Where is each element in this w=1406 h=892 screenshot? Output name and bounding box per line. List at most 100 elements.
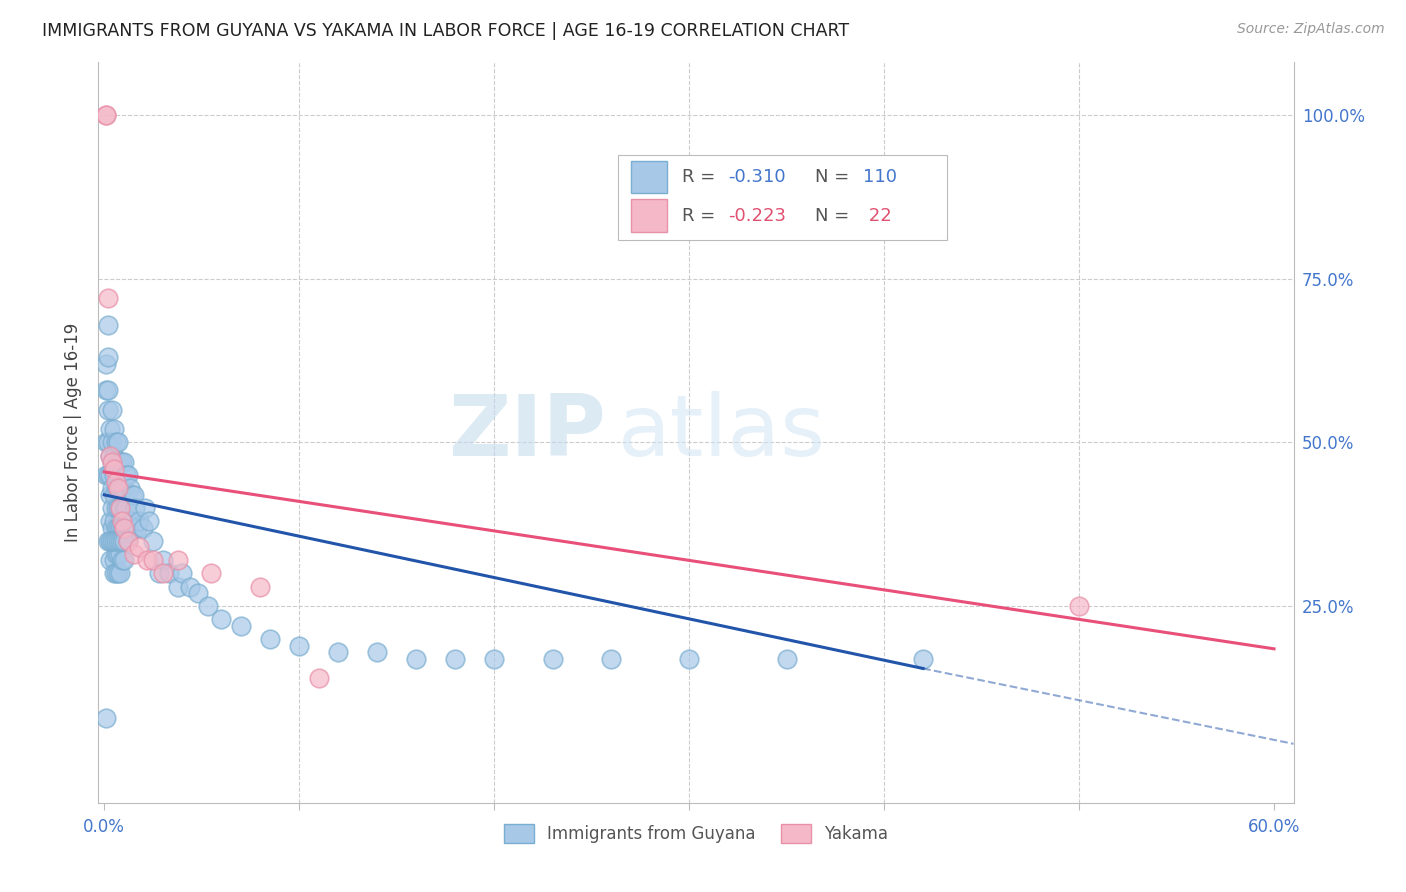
Text: -0.310: -0.310: [728, 169, 786, 186]
Point: [114, 468, 136, 483]
Point: [405, 651, 427, 665]
Point: [101, 500, 124, 515]
Point: [101, 521, 124, 535]
Point: [107, 547, 129, 561]
Point: [108, 500, 131, 515]
Point: [96, 383, 118, 397]
Text: 110: 110: [863, 169, 897, 186]
Point: [117, 533, 139, 548]
Point: [229, 619, 252, 633]
Point: [142, 553, 165, 567]
Point: [678, 651, 700, 665]
Point: [108, 566, 131, 581]
Point: [112, 521, 135, 535]
Point: [167, 553, 190, 567]
Point: [104, 475, 127, 489]
Point: [118, 481, 141, 495]
Text: N =: N =: [815, 207, 855, 225]
Point: [101, 455, 124, 469]
Point: [104, 521, 127, 535]
Point: [111, 553, 134, 567]
Point: [107, 521, 129, 535]
FancyBboxPatch shape: [619, 155, 948, 240]
Point: [249, 580, 271, 594]
Point: [104, 566, 127, 581]
Point: [112, 500, 135, 515]
Point: [104, 435, 127, 450]
Point: [107, 533, 129, 548]
Point: [101, 435, 124, 450]
Point: [482, 651, 505, 665]
Point: [167, 580, 190, 594]
Text: Source: ZipAtlas.com: Source: ZipAtlas.com: [1237, 22, 1385, 37]
Text: R =: R =: [682, 169, 721, 186]
Point: [122, 521, 145, 535]
Point: [96, 435, 118, 450]
Point: [103, 422, 125, 436]
Point: [200, 566, 222, 581]
Point: [288, 639, 311, 653]
Point: [108, 547, 131, 561]
Point: [134, 500, 156, 515]
Point: [98, 449, 121, 463]
Point: [112, 553, 135, 567]
Point: [97, 402, 120, 417]
FancyBboxPatch shape: [631, 200, 668, 232]
Point: [142, 533, 165, 548]
Point: [111, 455, 134, 469]
Text: 22: 22: [863, 207, 891, 225]
Point: [118, 514, 141, 528]
Point: [104, 455, 127, 469]
Point: [209, 612, 232, 626]
Point: [152, 553, 174, 567]
Point: [197, 599, 219, 614]
Point: [112, 455, 135, 469]
Point: [97, 533, 120, 548]
Point: [152, 566, 174, 581]
Point: [96, 468, 118, 483]
Point: [111, 533, 134, 548]
Point: [98, 553, 121, 567]
Point: [328, 645, 350, 659]
Point: [108, 481, 131, 495]
Point: [148, 566, 170, 581]
Point: [98, 533, 121, 548]
Point: [600, 651, 623, 665]
Point: [122, 488, 145, 502]
Point: [157, 566, 180, 581]
Point: [259, 632, 281, 646]
Point: [96, 711, 118, 725]
Point: [98, 468, 121, 483]
Point: [138, 514, 160, 528]
Point: [132, 521, 155, 535]
Point: [101, 481, 124, 495]
Point: [122, 547, 145, 561]
Point: [108, 533, 131, 548]
Point: [114, 500, 136, 515]
Point: [1067, 599, 1090, 614]
Point: [107, 481, 129, 495]
Point: [127, 521, 149, 535]
Point: [96, 357, 118, 371]
Point: [98, 533, 121, 548]
Point: [104, 481, 127, 495]
Point: [103, 533, 125, 548]
Point: [97, 468, 120, 483]
Point: [136, 553, 159, 567]
Point: [97, 383, 120, 397]
Point: [103, 468, 125, 483]
Point: [179, 580, 201, 594]
FancyBboxPatch shape: [631, 161, 668, 194]
Point: [308, 671, 330, 685]
Point: [103, 461, 125, 475]
Point: [128, 541, 150, 555]
Point: [108, 455, 131, 469]
Point: [111, 481, 134, 495]
Point: [107, 455, 129, 469]
Point: [107, 435, 129, 450]
Point: [775, 651, 797, 665]
Point: [541, 651, 564, 665]
Point: [103, 488, 125, 502]
Point: [108, 521, 131, 535]
Point: [107, 500, 129, 515]
